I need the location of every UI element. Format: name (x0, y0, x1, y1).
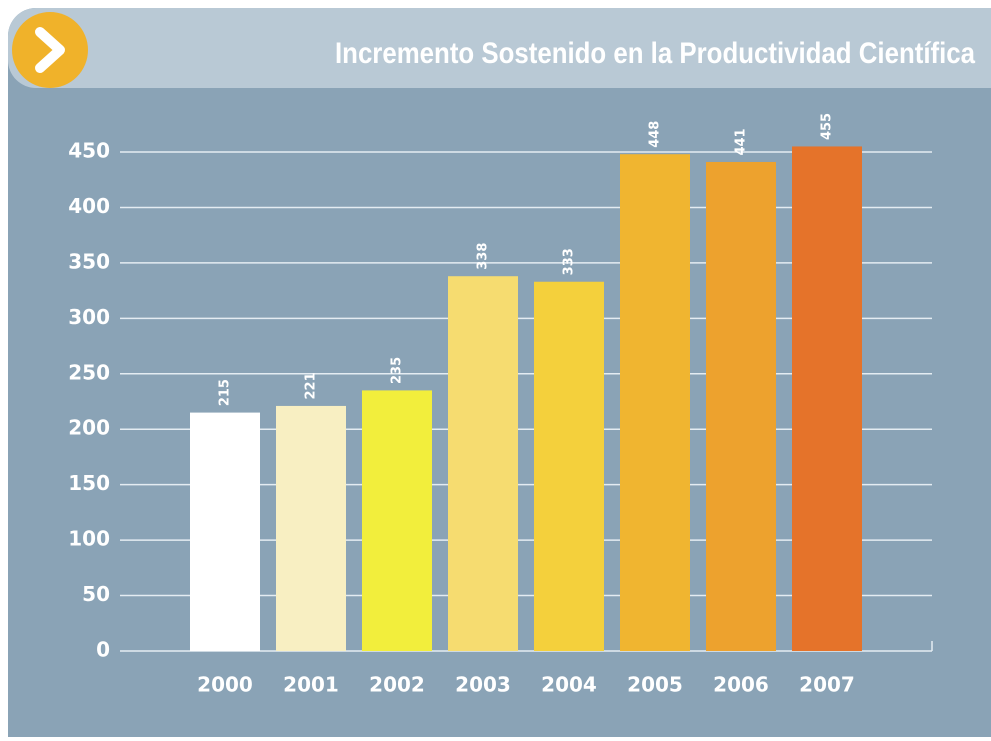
bar (706, 161, 776, 652)
value-label: 221 (304, 372, 319, 399)
y-tick-label: 150 (68, 471, 110, 495)
bar (534, 281, 604, 651)
value-label: 441 (734, 128, 749, 155)
header-band (8, 8, 991, 88)
x-tick-label: 2004 (541, 673, 597, 697)
value-label: 333 (562, 248, 577, 275)
y-tick-label: 450 (68, 139, 110, 163)
x-tick-label: 2002 (369, 673, 425, 697)
value-label: 338 (476, 243, 491, 270)
y-tick-label: 50 (82, 582, 110, 606)
x-tick-label: 2005 (627, 673, 683, 697)
header-icon (12, 12, 88, 88)
y-tick-label: 400 (68, 194, 110, 218)
bar (362, 390, 432, 651)
bar (276, 405, 346, 651)
bar (448, 276, 518, 651)
bar (620, 154, 690, 651)
value-label: 455 (820, 113, 835, 140)
bar (190, 412, 260, 651)
bar (792, 146, 862, 651)
y-tick-label: 350 (68, 249, 110, 273)
y-tick-label: 200 (68, 416, 110, 440)
x-tick-label: 2000 (197, 673, 253, 697)
y-tick-label: 0 (96, 638, 110, 662)
value-label: 448 (648, 121, 663, 148)
value-label: 235 (390, 357, 405, 384)
y-tick-label: 250 (68, 360, 110, 384)
chart-title: Incremento Sostenido en la Productividad… (335, 37, 975, 70)
value-label: 215 (218, 379, 233, 406)
y-tick-label: 300 (68, 305, 110, 329)
x-tick-label: 2006 (713, 673, 769, 697)
y-tick-label: 100 (68, 527, 110, 551)
x-tick-label: 2003 (455, 673, 511, 697)
x-tick-label: 2007 (799, 673, 855, 697)
x-tick-label: 2001 (283, 673, 339, 697)
chevron (35, 27, 65, 73)
